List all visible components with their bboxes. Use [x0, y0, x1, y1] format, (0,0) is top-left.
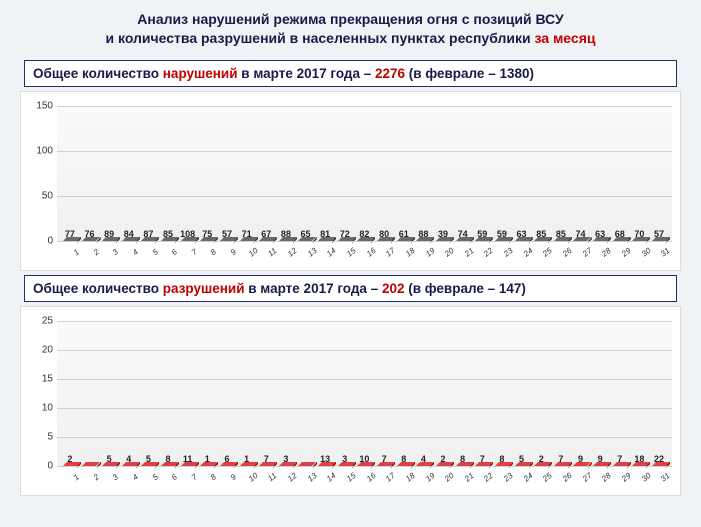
gridline	[57, 151, 672, 152]
ytick-label: 5	[25, 431, 53, 442]
chart2-bars: 2545811161731331078428785279971822	[57, 321, 672, 466]
ytick-label: 100	[25, 145, 53, 156]
gridline	[57, 466, 672, 467]
chart2-xlabels: 1234567891011121314151617181920212223242…	[57, 469, 672, 493]
chart1-xlabels: 1234567891011121314151617181920212223242…	[57, 244, 672, 268]
chart1-plot: 7776898487851087557716788658172828061883…	[57, 106, 672, 242]
ytick-label: 50	[25, 190, 53, 201]
bar-side	[77, 462, 81, 468]
chart1-sub-word: нарушений	[163, 66, 238, 81]
chart2-subtitle: Общее количество разрушений в марте 2017…	[24, 275, 677, 302]
title-line2b: за месяц	[535, 30, 596, 46]
gridline	[57, 437, 672, 438]
chart2-plot: 2545811161731331078428785279971822 05101…	[57, 321, 672, 467]
gridline	[57, 196, 672, 197]
ytick-label: 20	[25, 344, 53, 355]
chart2-sub-post: (в феврале – 147)	[404, 281, 525, 296]
chart2-area: 2545811161731331078428785279971822 0 5 10 1…	[20, 306, 681, 496]
ytick-label: 0	[25, 235, 53, 246]
ytick-label: 10	[25, 402, 53, 413]
page-root: Анализ нарушений режима прекращения огня…	[0, 0, 701, 527]
gridline	[57, 241, 672, 242]
ytick-label: 0	[25, 460, 53, 471]
title-line1: Анализ нарушений режима прекращения огня…	[137, 11, 563, 27]
ytick-label: 25	[25, 315, 53, 326]
chart1-sub-num: 2276	[375, 66, 405, 81]
chart1-area: 7776898487851087557716788658172828061883…	[20, 91, 681, 271]
chart2-sub-word: разрушений	[163, 281, 245, 296]
chart2-block: Общее количество разрушений в марте 2017…	[18, 275, 683, 496]
gridline	[57, 379, 672, 380]
chart1-block: Общее количество нарушений в марте 2017 …	[18, 60, 683, 271]
chart1-subtitle: Общее количество нарушений в марте 2017 …	[24, 60, 677, 87]
chart1-sub-post: (в феврале – 1380)	[405, 66, 534, 81]
chart2-sub-num: 202	[382, 281, 405, 296]
chart1-sub-pre: Общее количество	[33, 66, 163, 81]
gridline	[57, 408, 672, 409]
xtick-label: 31	[656, 468, 685, 498]
chart2-sub-mid: в марте 2017 года –	[245, 281, 382, 296]
chart1-bars: 7776898487851087557716788658172828061883…	[57, 106, 672, 241]
chart2-sub-pre: Общее количество	[33, 281, 163, 296]
ytick-label: 15	[25, 373, 53, 384]
main-title: Анализ нарушений режима прекращения огня…	[18, 6, 683, 56]
chart1-sub-mid: в марте 2017 года –	[238, 66, 375, 81]
gridline	[57, 350, 672, 351]
xtick-label: 31	[656, 243, 685, 273]
bar-side	[666, 237, 670, 243]
bar-side	[293, 462, 297, 468]
gridline	[57, 106, 672, 107]
bar-side	[666, 462, 670, 468]
ytick-label: 150	[25, 100, 53, 111]
gridline	[57, 321, 672, 322]
title-line2a: и количества разрушений в населенных пун…	[106, 30, 535, 46]
